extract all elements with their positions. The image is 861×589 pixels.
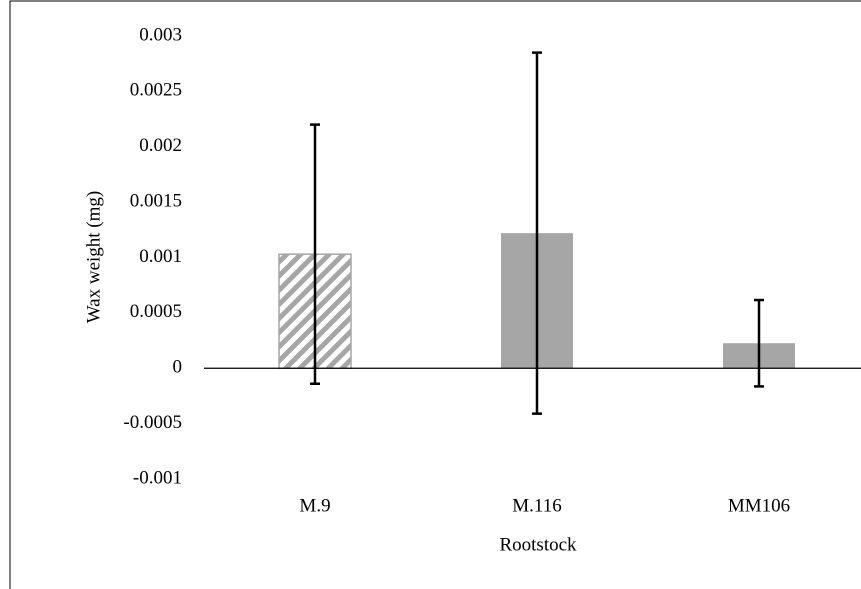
x-tick-label: MM106 (728, 495, 790, 516)
y-tick-label: 0.003 (139, 24, 182, 45)
x-tick-label: M.9 (299, 495, 330, 516)
y-tick-label: 0.0025 (130, 80, 182, 101)
y-tick-label: 0.0015 (130, 190, 182, 211)
y-tick-label: -0.001 (133, 467, 182, 488)
x-axis-title: Rootstock (499, 534, 577, 555)
error-bar (754, 298, 764, 388)
error-bar (532, 51, 542, 415)
y-tick-label: 0 (173, 357, 183, 378)
chart-frame (9, 0, 861, 589)
y-tick-label: -0.0005 (123, 412, 182, 433)
y-axis-title: Wax weight (mg) (83, 191, 104, 324)
y-tick-label: 0.002 (139, 135, 182, 156)
x-tick-label: M.116 (512, 495, 561, 516)
y-tick-label: 0.0005 (130, 301, 182, 322)
y-tick-label: 0.001 (139, 246, 182, 267)
error-bar (310, 123, 320, 386)
